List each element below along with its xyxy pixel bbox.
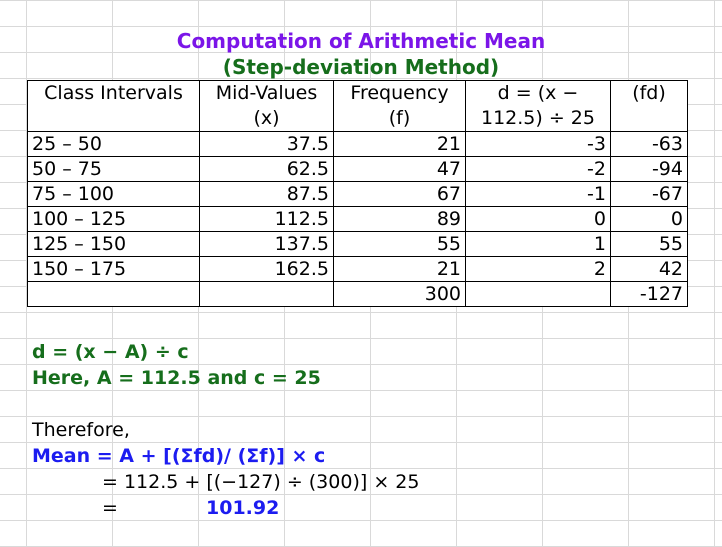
header-fd: (fd) <box>610 80 688 132</box>
cell-total-empty <box>465 281 611 307</box>
cell-fd: 42 <box>610 256 688 282</box>
cell-class-interval: 125 – 150 <box>27 231 200 257</box>
cell-total-fd: -127 <box>610 281 688 307</box>
assumed-values-line: Here, A = 112.5 and c = 25 <box>32 367 321 389</box>
table-row: 125 – 150 137.5 55 1 55 <box>27 231 688 257</box>
cell-fd: 0 <box>610 206 688 232</box>
mean-result: 101.92 <box>206 497 280 519</box>
cell-fd: -67 <box>610 181 688 207</box>
cell-fd: 55 <box>610 231 688 257</box>
header-mid-values: Mid-Values (x) <box>199 80 334 132</box>
cell-total-empty <box>199 281 334 307</box>
cell-mid-value: 87.5 <box>199 181 334 207</box>
cell-class-interval: 100 – 125 <box>27 206 200 232</box>
cell-deviation: -1 <box>465 181 611 207</box>
cell-frequency: 47 <box>333 156 466 182</box>
frequency-table: Class Intervals Mid-Values (x) Frequency(… <box>27 80 688 307</box>
equals-sign: = <box>102 497 118 519</box>
cell-frequency: 55 <box>333 231 466 257</box>
deviation-formula: d = (x − A) ÷ c <box>32 341 189 363</box>
cell-fd: -94 <box>610 156 688 182</box>
header-class-intervals: Class Intervals <box>27 80 200 132</box>
cell-frequency: 21 <box>333 256 466 282</box>
cell-mid-value: 137.5 <box>199 231 334 257</box>
cell-mid-value: 62.5 <box>199 156 334 182</box>
cell-mid-value: 162.5 <box>199 256 334 282</box>
table-row: 100 – 125 112.5 89 0 0 <box>27 206 688 232</box>
cell-class-interval: 150 – 175 <box>27 256 200 282</box>
totals-row: 300 -127 <box>27 281 688 307</box>
header-deviation: d = (x −112.5) ÷ 25 <box>465 80 611 132</box>
header-frequency: Frequency (f) <box>333 80 466 132</box>
cell-class-interval: 50 – 75 <box>27 156 200 182</box>
cell-total-frequency: 300 <box>333 281 466 307</box>
cell-deviation: 2 <box>465 256 611 282</box>
cell-deviation: -3 <box>465 131 611 157</box>
cell-frequency: 89 <box>333 206 466 232</box>
cell-fd: -63 <box>610 131 688 157</box>
table-row: 75 – 100 87.5 67 -1 -67 <box>27 181 688 207</box>
table-row: 150 – 175 162.5 21 2 42 <box>27 256 688 282</box>
cell-total-empty <box>27 281 200 307</box>
cell-frequency: 21 <box>333 131 466 157</box>
table-row: 50 – 75 62.5 47 -2 -94 <box>27 156 688 182</box>
cell-frequency: 67 <box>333 181 466 207</box>
therefore-label: Therefore, <box>32 419 130 441</box>
cell-deviation: 1 <box>465 231 611 257</box>
page-title: Computation of Arithmetic Mean <box>176 29 546 53</box>
cell-deviation: 0 <box>465 206 611 232</box>
cell-mid-value: 112.5 <box>199 206 334 232</box>
cell-class-interval: 25 – 50 <box>27 131 200 157</box>
mean-formula: Mean = A + [(Σfd)/ (Σf)] × c <box>32 445 326 467</box>
page-subtitle: (Step-deviation Method) <box>222 55 500 79</box>
table-header-row: Class Intervals Mid-Values (x) Frequency(… <box>27 80 688 132</box>
cell-deviation: -2 <box>465 156 611 182</box>
cell-mid-value: 37.5 <box>199 131 334 157</box>
cell-class-interval: 75 – 100 <box>27 181 200 207</box>
table-row: 25 – 50 37.5 21 -3 -63 <box>27 131 688 157</box>
substitution-line: = 112.5 + [(−127) ÷ (300)] × 25 <box>102 471 420 493</box>
